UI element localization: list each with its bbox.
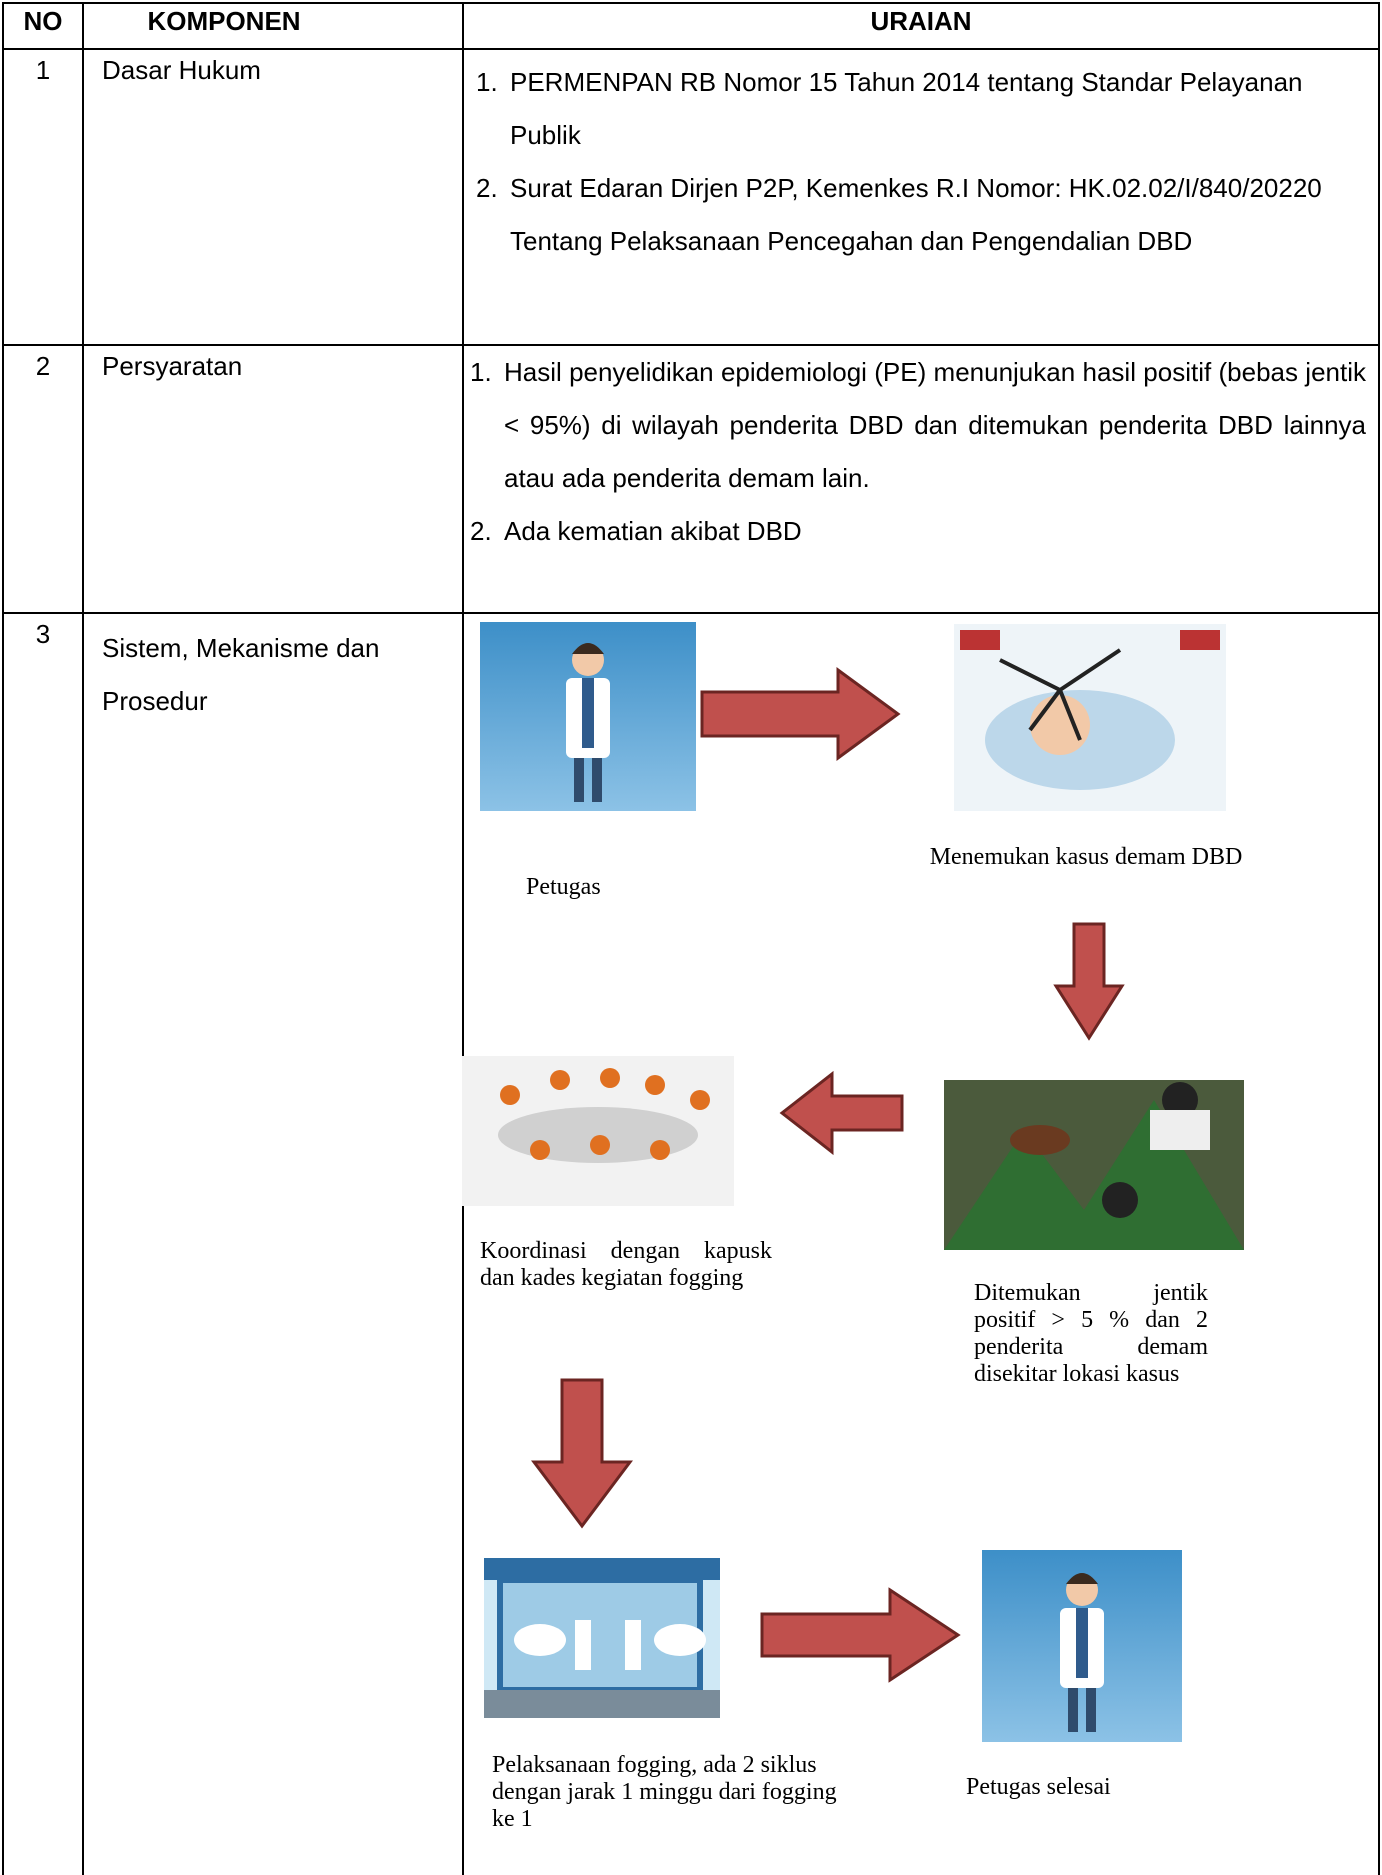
arrow-down	[1053, 922, 1125, 1041]
header-uraian: URAIAN	[870, 6, 972, 36]
col-line	[462, 2, 464, 1875]
item-text: Surat Edaran Dirjen P2P, Kemenkes R.I No…	[510, 173, 1322, 256]
item-num: 2.	[470, 516, 492, 546]
row-uraian: 1. PERMENPAN RB Nomor 15 Tahun 2014 tenta…	[476, 56, 1366, 268]
list-item: 1. PERMENPAN RB Nomor 15 Tahun 2014 tenta…	[476, 56, 1366, 162]
row-komponen: Persyaratan	[102, 351, 243, 381]
item-num: 1.	[470, 357, 492, 387]
step-caption: Pelaksanaan fogging, ada 2 siklus dengan…	[492, 1752, 837, 1832]
arrow-right	[760, 1587, 961, 1683]
list-item: 1. Hasil penyelidikan epidemiologi (PE) m…	[470, 346, 1366, 505]
row-line	[2, 612, 1380, 614]
image-meeting	[462, 1056, 734, 1206]
row-line	[2, 344, 1380, 346]
step-caption: Menemukan kasus demam DBD	[929, 844, 1243, 870]
item-num: 2.	[476, 173, 498, 203]
row-uraian: 1. Hasil penyelidikan epidemiologi (PE) m…	[470, 346, 1366, 558]
col-line	[2, 2, 4, 1875]
col-line	[1378, 2, 1380, 1875]
arrow-right	[700, 667, 901, 761]
row-komponen: Sistem, Mekanisme dan Prosedur	[102, 633, 380, 716]
arrow-down	[531, 1378, 633, 1529]
header-komponen: KOMPONEN	[147, 6, 301, 36]
row-no: 2	[35, 351, 51, 381]
item-text: PERMENPAN RB Nomor 15 Tahun 2014 tentang…	[510, 67, 1303, 150]
image-patient	[954, 624, 1226, 811]
image-petugas	[480, 622, 696, 811]
image-fogging	[484, 1558, 720, 1718]
row-line	[2, 48, 1380, 50]
list-item: 2. Ada kematian akibat DBD	[470, 505, 1366, 558]
item-num: 1.	[476, 67, 498, 97]
item-text: Hasil penyelidikan epidemiologi (PE) men…	[504, 357, 1366, 493]
step-caption: Petugas selesai	[966, 1774, 1111, 1800]
step-caption: Petugas	[526, 874, 601, 900]
table-border	[2, 2, 1380, 4]
row-no: 1	[35, 55, 51, 85]
item-text: Ada kematian akibat DBD	[504, 516, 802, 546]
col-line	[82, 2, 84, 1875]
header-no: NO	[23, 6, 63, 36]
image-petugas-selesai	[982, 1550, 1182, 1742]
row-no: 3	[35, 619, 51, 649]
step-caption: Ditemukan jentik positif > 5 % dan 2 pen…	[974, 1280, 1208, 1387]
list-item: 2. Surat Edaran Dirjen P2P, Kemenkes R.I …	[476, 162, 1366, 268]
arrow-left	[779, 1070, 904, 1156]
step-caption: Koordinasi dengan kapusk dan kades kegia…	[480, 1238, 772, 1291]
row-komponen: Dasar Hukum	[102, 55, 261, 85]
image-jentik	[944, 1080, 1244, 1250]
